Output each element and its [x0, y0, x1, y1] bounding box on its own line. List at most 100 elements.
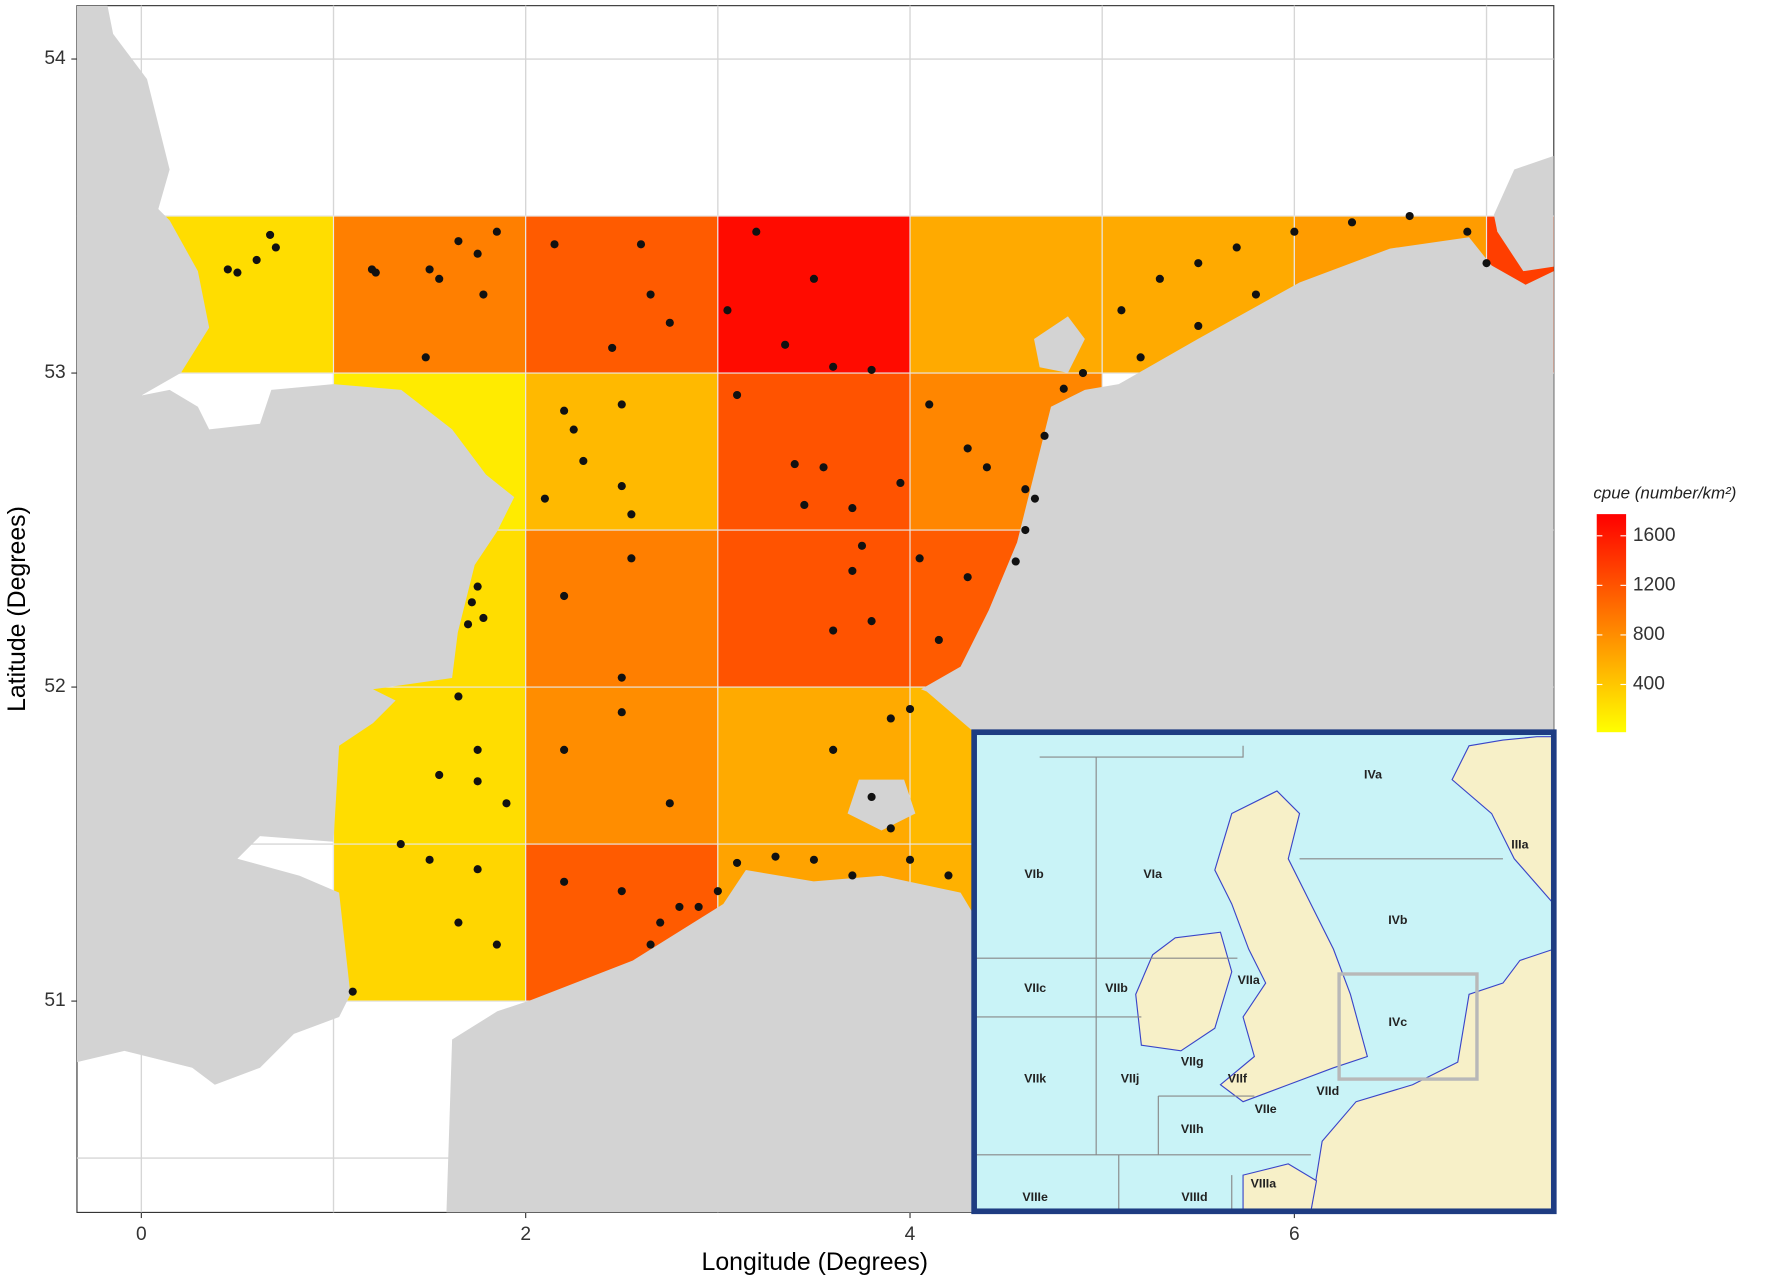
- survey-point: [867, 617, 876, 626]
- survey-point: [473, 777, 482, 786]
- survey-point: [550, 240, 559, 249]
- survey-point: [617, 400, 626, 409]
- survey-point: [752, 227, 761, 236]
- inset-label: IVb: [1388, 913, 1408, 927]
- survey-point: [809, 855, 819, 864]
- survey-point: [608, 343, 617, 352]
- x-axis-title: Longitude (Degrees): [702, 1249, 928, 1276]
- survey-point: [454, 692, 463, 701]
- inset-label: VIb: [1024, 867, 1044, 881]
- survey-point: [1232, 243, 1241, 252]
- survey-point: [982, 463, 991, 472]
- survey-point: [790, 460, 799, 469]
- survey-point: [348, 987, 357, 996]
- survey-point: [1194, 259, 1203, 268]
- colorbar-tick-label: 1200: [1633, 574, 1676, 595]
- survey-point: [271, 243, 280, 252]
- survey-point: [829, 626, 838, 635]
- survey-point: [266, 230, 275, 239]
- inset-label: IVa: [1364, 767, 1382, 781]
- survey-point: [656, 918, 665, 927]
- inset-label: VIIg: [1181, 1054, 1204, 1068]
- inset-label: VIIe: [1255, 1102, 1277, 1116]
- survey-point: [479, 290, 488, 299]
- survey-point: [867, 792, 876, 802]
- survey-point: [435, 274, 444, 283]
- survey-point: [473, 582, 482, 591]
- survey-point: [675, 902, 684, 911]
- survey-point: [371, 268, 380, 277]
- survey-point: [252, 255, 261, 265]
- survey-point: [1078, 368, 1088, 378]
- survey-point: [560, 877, 569, 886]
- survey-point: [473, 745, 482, 754]
- y-tick-label: 52: [44, 676, 65, 697]
- inset-label: VIIIa: [1251, 1176, 1277, 1190]
- survey-point: [694, 902, 703, 911]
- survey-point: [1040, 431, 1049, 440]
- survey-point: [492, 940, 501, 949]
- survey-point: [223, 265, 232, 274]
- land-denmark: [1493, 155, 1554, 272]
- inset-label: VIIj: [1121, 1071, 1140, 1085]
- colorbar-tick-label: 1600: [1633, 525, 1676, 546]
- survey-point: [1059, 384, 1068, 393]
- y-axis-title: Latitude (Degrees): [4, 506, 31, 712]
- colorbar: [1596, 514, 1627, 733]
- survey-point: [1251, 290, 1260, 299]
- survey-point: [886, 714, 895, 723]
- survey-point: [1021, 485, 1030, 494]
- inset-labels: IVa IIIa VIb VIa IVb VIIc VIIb VIIa IVc VIIk VIIj V…: [1022, 767, 1528, 1204]
- survey-point: [723, 306, 732, 315]
- grid-cell: [717, 372, 911, 531]
- survey-point: [425, 855, 434, 864]
- survey-point: [1482, 259, 1491, 268]
- survey-point: [435, 770, 444, 780]
- survey-point: [569, 425, 578, 434]
- inset-label: IVc: [1389, 1015, 1408, 1029]
- survey-point: [944, 871, 953, 880]
- survey-point: [829, 745, 838, 754]
- inset-label: VIIId: [1181, 1190, 1207, 1204]
- survey-point: [579, 456, 588, 466]
- survey-point: [665, 799, 674, 808]
- inset-border: [971, 729, 1557, 1215]
- survey-point: [809, 274, 819, 283]
- survey-point: [492, 227, 501, 236]
- survey-point: [627, 510, 636, 519]
- survey-point: [1405, 211, 1414, 221]
- inset-brittany: [1242, 1163, 1318, 1212]
- survey-point: [848, 566, 857, 575]
- survey-point: [1347, 218, 1357, 227]
- survey-point: [1155, 274, 1164, 283]
- survey-point: [617, 887, 626, 896]
- colorbar-tick-label: 400: [1633, 674, 1665, 695]
- survey-point: [454, 237, 463, 246]
- survey-point: [463, 620, 473, 629]
- grid-cell: [717, 215, 911, 374]
- survey-point: [934, 635, 943, 645]
- survey-point: [1136, 353, 1145, 362]
- inset-label: VIIb: [1105, 981, 1128, 995]
- y-tick-label: 53: [44, 362, 65, 383]
- survey-point: [915, 554, 924, 563]
- survey-point: [781, 340, 790, 349]
- survey-point: [733, 390, 742, 400]
- axes: 0 2 4 6 51 52 53 54: [44, 48, 1299, 1245]
- inset-label: VIIc: [1024, 981, 1046, 995]
- y-tick-label: 51: [44, 990, 65, 1011]
- survey-point: [1290, 227, 1299, 236]
- y-tick-label: 54: [44, 48, 66, 69]
- survey-point: [396, 840, 405, 849]
- survey-point: [560, 591, 569, 601]
- colorbar-tick-label: 800: [1633, 624, 1665, 645]
- survey-point: [896, 478, 905, 488]
- survey-point: [1011, 557, 1020, 566]
- grid-cell: [332, 843, 527, 1002]
- grid-cell: [525, 215, 719, 374]
- survey-point: [713, 887, 722, 896]
- grid-cell: [717, 529, 911, 688]
- survey-point: [617, 708, 626, 717]
